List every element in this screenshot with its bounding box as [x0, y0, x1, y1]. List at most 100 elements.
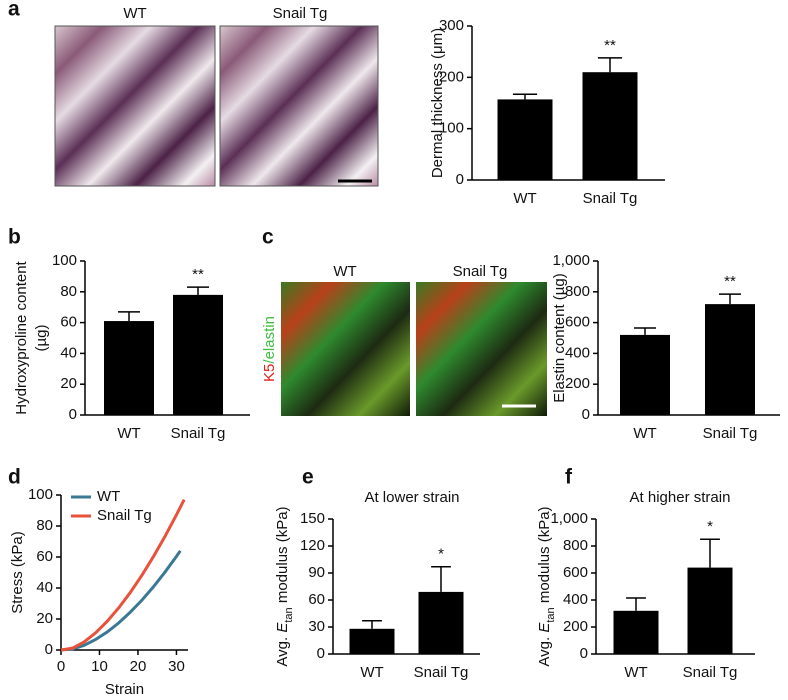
significance: *: [707, 518, 713, 535]
y-tick-label: 1,000: [552, 252, 590, 269]
bar: [705, 304, 755, 415]
stain-label-part: /elastin: [261, 316, 278, 364]
y-tick-label: 0: [582, 406, 590, 423]
image-label: WT: [123, 5, 146, 22]
y-tick-label: 100: [439, 120, 464, 137]
y-axis-label: Hydroxyproline content: [13, 260, 30, 414]
y-axis-label-part: E: [536, 622, 553, 633]
fluorescence-image: [416, 282, 547, 416]
image-label: Snail Tg: [273, 5, 328, 22]
y-tick-label: 90: [308, 564, 325, 581]
y-tick-label: 20: [60, 375, 77, 392]
y-tick-label: 200: [439, 68, 464, 85]
x-tick-label: 30: [168, 658, 185, 675]
y-axis-label-part: E: [274, 622, 291, 633]
x-tick-label: 0: [57, 658, 65, 675]
image-label: Snail Tg: [453, 263, 508, 280]
y-tick-label: 0: [317, 645, 325, 662]
bar: [349, 628, 395, 654]
x-tick-label: Snail Tg: [414, 664, 469, 681]
y-axis-label: Stress (kPa): [9, 531, 26, 614]
y-tick-label: 800: [563, 537, 588, 554]
x-axis-label: Strain: [105, 681, 144, 698]
significance: *: [438, 546, 444, 563]
y-tick-label: 0: [580, 645, 588, 662]
y-tick-label: 600: [563, 564, 588, 581]
significance: **: [604, 37, 616, 54]
y-tick-label: 200: [565, 375, 590, 392]
x-tick-label: Snail Tg: [171, 425, 226, 442]
y-axis-label: Elastin content (µg): [551, 273, 568, 403]
chart-title: At lower strain: [364, 489, 459, 506]
y-axis-label-part: modulus (kPa): [274, 506, 291, 607]
y-tick-label: 40: [36, 579, 53, 596]
y-tick-label: 400: [563, 591, 588, 608]
x-tick-label: 10: [91, 658, 108, 675]
y-tick-label: 60: [308, 591, 325, 608]
fluorescence-image: [281, 282, 410, 416]
y-tick-label: 30: [308, 618, 325, 635]
bar: [687, 567, 733, 654]
x-tick-label: Snail Tg: [703, 425, 758, 442]
x-tick-label: WT: [117, 425, 140, 442]
y-axis-label-part: modulus (kPa): [536, 506, 553, 607]
y-tick-label: 600: [565, 314, 590, 331]
legend-label: WT: [97, 488, 120, 505]
bar: [582, 72, 638, 180]
panel-letter: d: [8, 466, 21, 489]
y-axis-label: Avg. Etan modulus (kPa): [274, 506, 295, 666]
bar: [418, 591, 464, 654]
chart-title: At higher strain: [630, 489, 731, 506]
y-axis-label-part: tan: [283, 607, 295, 622]
y-tick-label: 80: [60, 283, 77, 300]
y-axis-label-part: Avg.: [536, 633, 553, 667]
panel-letter: f: [565, 466, 573, 489]
y-tick-label: 40: [60, 344, 77, 361]
y-tick-label: 800: [565, 283, 590, 300]
significance: **: [192, 266, 204, 283]
y-tick-label: 80: [36, 517, 53, 534]
y-tick-label: 100: [28, 486, 53, 503]
line-series: [60, 498, 186, 652]
y-tick-label: 300: [439, 17, 464, 34]
x-tick-label: 20: [130, 658, 147, 675]
y-tick-label: 20: [36, 610, 53, 627]
y-tick-label: 0: [69, 406, 77, 423]
y-tick-label: 60: [60, 314, 77, 331]
y-tick-label: 60: [36, 548, 53, 565]
y-axis-label-part: tan: [545, 607, 557, 622]
x-tick-label: Snail Tg: [583, 190, 638, 207]
panel-letter: b: [8, 226, 21, 249]
y-tick-label: 150: [300, 510, 325, 527]
y-tick-label: 400: [565, 344, 590, 361]
y-axis-label: (µg): [33, 325, 50, 352]
stain-label-part: K5: [261, 364, 278, 382]
histology-image: [219, 25, 379, 187]
line-series: [60, 549, 182, 652]
y-axis-label: Avg. Etan modulus (kPa): [536, 506, 557, 666]
y-tick-label: 100: [52, 252, 77, 269]
bar: [104, 321, 154, 415]
histology-image: [54, 25, 216, 187]
x-tick-label: Snail Tg: [683, 664, 738, 681]
y-tick-label: 1,000: [550, 510, 588, 527]
x-tick-label: WT: [360, 664, 383, 681]
panel-letter: a: [8, 0, 20, 21]
y-axis-label-part: Avg.: [274, 633, 291, 667]
bar: [620, 334, 670, 415]
x-tick-label: WT: [633, 425, 656, 442]
panel-letter: e: [302, 466, 314, 489]
panel-letter: c: [262, 226, 274, 249]
bar: [613, 610, 659, 654]
y-tick-label: 200: [563, 618, 588, 635]
significance: **: [724, 273, 736, 290]
bar: [173, 294, 223, 415]
legend-label: Snail Tg: [97, 507, 152, 524]
x-tick-label: WT: [624, 664, 647, 681]
bar: [497, 99, 553, 180]
stain-label: K5/elastin: [261, 316, 278, 382]
x-tick-label: WT: [513, 190, 536, 207]
image-label: WT: [333, 263, 356, 280]
y-tick-label: 120: [300, 537, 325, 554]
